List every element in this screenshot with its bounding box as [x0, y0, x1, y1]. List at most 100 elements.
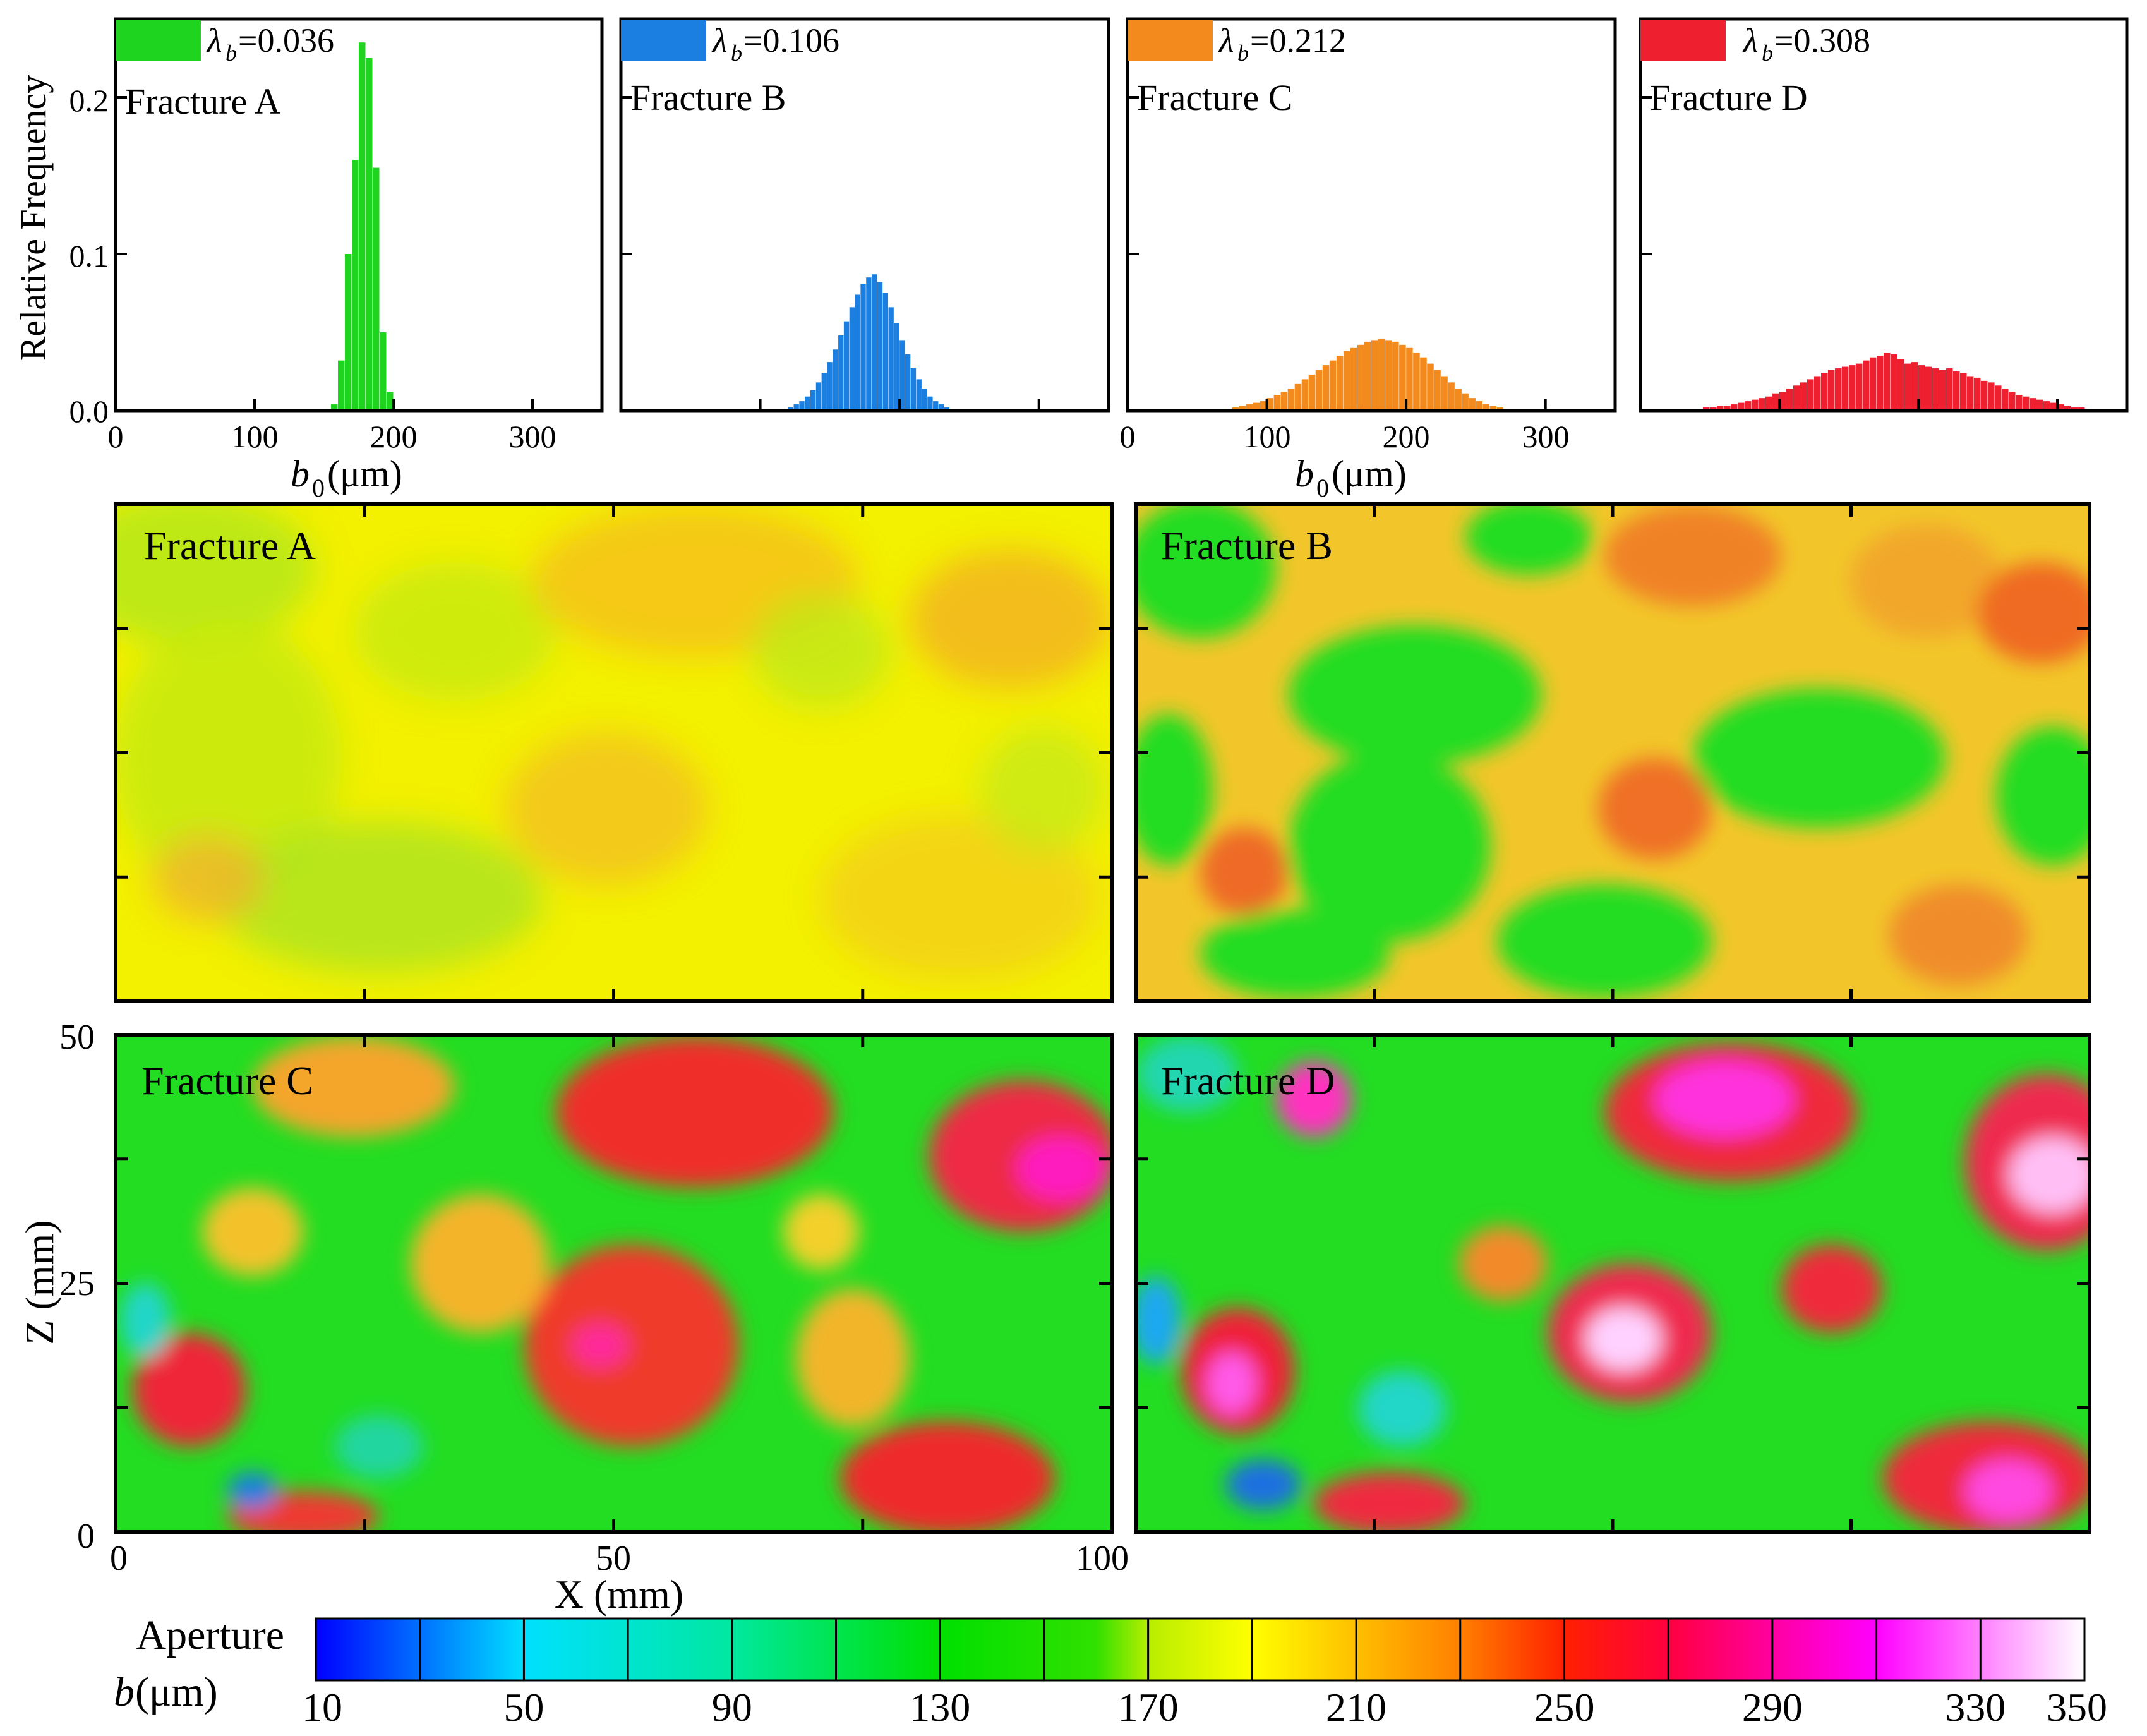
hist-C-xtick-0: 0: [1120, 419, 1136, 454]
hist-B-bar: [894, 323, 899, 411]
hist-C-bar: [1266, 398, 1274, 411]
hist-D-legend-value: =0.308: [1774, 21, 1870, 59]
map-ytick-25: 25: [59, 1264, 95, 1303]
hist-A-xtick-3: 300: [509, 419, 556, 454]
hist-B-bar: [933, 401, 939, 411]
hist-D-bar: [1932, 368, 1939, 411]
hist-A-label: Fracture A: [125, 81, 281, 122]
hist-C-bar: [1371, 340, 1378, 411]
hist-D-frame: [1639, 17, 2129, 413]
hist-B-label: Fracture B: [630, 77, 786, 118]
hist-C-bar: [1392, 341, 1399, 411]
colorbar-dividers: [419, 1618, 1982, 1680]
hist-A-bar: [380, 332, 387, 411]
hist-D-bar: [1745, 401, 1752, 411]
svg-text:b: b: [114, 1669, 135, 1715]
hist-D-bar: [1842, 366, 1849, 411]
hist-D-bar: [1884, 353, 1891, 411]
hist-D-bar: [1828, 370, 1835, 411]
hist-D-bar: [1786, 389, 1793, 411]
hist-D-legend-lambda: λ: [1742, 21, 1758, 59]
hist-D-bar: [2064, 406, 2071, 411]
svg-text:0: 0: [1316, 474, 1329, 502]
map-xtick-100: 100: [1076, 1539, 1129, 1578]
map-A-field: [116, 504, 1112, 979]
hist-C-bar: [1482, 404, 1489, 411]
hist-D-bar: [1967, 376, 1974, 411]
hist-C-bar: [1441, 376, 1448, 411]
hist-C-bar: [1364, 341, 1371, 411]
hist-C-bar: [1399, 344, 1406, 411]
hist-D-bar: [2002, 389, 2009, 411]
hist-C-bar: [1476, 401, 1482, 411]
histogram-A: λ b =0.036 Fracture A 0.0 0.1 0.2 0 100 …: [13, 17, 604, 502]
hist-C-frame: [1126, 17, 1617, 413]
colorbar-tick-label: 330: [1945, 1685, 2006, 1730]
map-D: Fracture D: [1134, 1033, 2091, 1534]
hist-A-legend-value: =0.036: [238, 21, 334, 59]
hist-C-legend-lambda-sub: b: [1237, 40, 1249, 66]
hist-C-xtick-2: 200: [1383, 419, 1430, 454]
hist-B-bar: [916, 379, 922, 411]
colorbar-tick-label: 10: [302, 1685, 342, 1730]
hist-A-xlabel: b 0 (μm): [291, 453, 402, 502]
hist-D-bar: [2043, 401, 2050, 411]
hist-D-bar: [1849, 365, 1856, 411]
map-ytick-0: 0: [77, 1517, 95, 1556]
hist-A-legend-swatch: [116, 20, 201, 61]
hist-D-bar: [2023, 396, 2030, 411]
hist-C-bar: [1294, 383, 1302, 411]
hist-C-bar: [1462, 393, 1469, 411]
hist-C-bar: [1469, 398, 1476, 411]
hist-C-bar: [1427, 363, 1434, 411]
hist-C-bar: [1455, 389, 1462, 411]
hist-B-bar: [827, 362, 833, 411]
hist-C-bar: [1489, 406, 1497, 411]
hist-D-bar: [1897, 359, 1904, 411]
map-C-label: Fracture C: [141, 1058, 313, 1103]
hist-D-bar: [1988, 382, 1995, 411]
hist-A-bar: [366, 58, 373, 411]
map-xtick-0: 0: [110, 1539, 128, 1578]
hist-C-bar: [1434, 370, 1441, 411]
hist-A-ytick-0: 0.0: [69, 394, 109, 429]
histogram-B: λ b =0.106 Fracture B: [619, 17, 1110, 413]
svg-text:0: 0: [312, 474, 325, 502]
hist-B-bar: [855, 294, 860, 411]
hist-C-bar: [1308, 374, 1316, 411]
hist-A-bar: [345, 254, 352, 411]
hist-D-bar: [1724, 406, 1731, 411]
map-C-field: [120, 1036, 1112, 1532]
hist-B-bar: [888, 307, 894, 411]
map-B-label: Fracture B: [1161, 523, 1333, 568]
hist-D-bar: [1981, 380, 1988, 411]
svg-text:(μm): (μm): [1332, 453, 1407, 495]
hist-C-bars: [1232, 338, 1504, 411]
hist-C-bar: [1448, 382, 1455, 411]
hist-D-bar: [1793, 385, 1800, 411]
hist-D-bar: [2036, 399, 2043, 411]
hist-A-legend-lambda: λ: [206, 21, 222, 59]
hist-C-bar: [1357, 344, 1364, 411]
hist-D-bar: [1995, 385, 2002, 411]
colorbar-label-line2: b (μm): [114, 1669, 218, 1715]
map-ytick-50: 50: [59, 1018, 95, 1057]
map-A-label: Fracture A: [144, 523, 316, 568]
hist-C-bar: [1287, 389, 1295, 411]
colorbar-tick-label: 130: [910, 1685, 970, 1730]
hist-B-bar: [810, 390, 816, 411]
hist-D-bar: [1731, 404, 1738, 411]
hist-C-xtick-3: 300: [1522, 419, 1570, 454]
hist-D-bar: [1779, 392, 1786, 411]
hist-B-bar: [938, 404, 944, 411]
hist-B-bar: [899, 340, 905, 411]
hist-A-legend-lambda-sub: b: [226, 40, 237, 66]
hist-A-frame: [114, 17, 604, 413]
hist-D-bar: [1974, 377, 1981, 411]
hist-C-bar: [1260, 401, 1267, 411]
hist-D-bar: [2016, 395, 2023, 411]
colorbar-tick-label: 210: [1326, 1685, 1386, 1730]
colorbar-tick-label: 50: [503, 1685, 544, 1730]
colorbar-tick-label: 290: [1742, 1685, 1803, 1730]
hist-D-bar: [2050, 402, 2057, 411]
